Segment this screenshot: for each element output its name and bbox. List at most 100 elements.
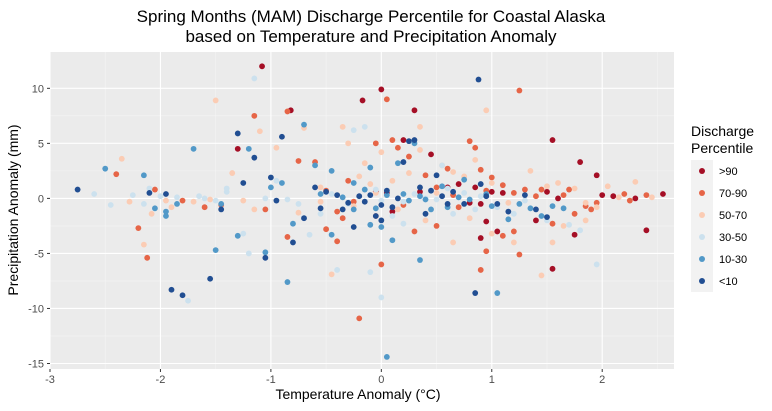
data-point [389,137,396,143]
data-point [240,230,247,237]
data-point [91,191,98,197]
data-point [483,218,490,225]
data-point [359,97,366,104]
data-point [588,206,595,213]
data-point [251,154,258,161]
data-point [334,192,341,198]
data-point [549,239,556,246]
data-point [566,221,572,228]
data-point [295,209,302,216]
data-point [107,202,114,208]
data-point [163,213,169,219]
data-point [439,162,445,169]
data-point [383,192,390,198]
data-point [234,232,241,239]
data-point [649,194,655,201]
data-point [411,107,418,114]
data-point [499,232,506,239]
legend-label: 30-50 [719,232,747,244]
data-point [190,145,197,152]
data-point [533,217,539,224]
data-point [378,86,385,93]
data-point [411,228,418,235]
data-point [555,195,561,202]
data-point [267,174,274,181]
data-point [317,184,324,191]
data-point [626,197,633,204]
data-point [148,210,155,217]
data-point [549,203,556,209]
data-point [273,197,280,204]
data-point [527,167,534,174]
chart-title-line-1: Spring Months (MAM) Discharge Percentile… [137,7,606,26]
data-point [422,172,429,179]
data-point [378,261,385,268]
data-point [538,272,545,279]
data-point [152,205,158,212]
data-point [350,127,357,134]
data-point [516,200,523,207]
legend-key-dot [699,190,705,196]
data-point [262,249,269,256]
data-point [273,177,280,184]
data-point [350,198,357,205]
data-point [522,186,528,193]
data-point [400,137,407,143]
data-point [466,215,473,222]
data-point [477,200,484,207]
data-point [378,294,385,301]
data-point [245,250,252,257]
data-point [207,275,214,282]
data-point [455,194,462,201]
data-point [290,220,296,227]
data-point [152,186,158,193]
data-point [361,198,368,205]
data-point [433,172,440,179]
data-point [229,170,236,176]
data-point [477,166,484,173]
x-axis-ticks: -3 -2 -1 0 1 2 [45,369,605,386]
data-point [389,213,396,219]
data-point [350,206,357,213]
data-point [146,185,153,192]
x-axis-title: Temperature Anomaly (°C) [275,386,440,402]
data-point [267,184,274,191]
data-point [279,180,285,186]
data-point [317,205,324,212]
data-point [361,160,368,167]
data-point [317,191,324,197]
x-tick-label: -1 [266,374,276,386]
data-point [560,223,567,229]
data-point [593,204,600,211]
data-point [433,196,440,203]
legend-title-line-2: Percentile [691,140,753,156]
data-point [406,138,412,145]
data-point [455,181,462,187]
data-point [455,204,462,211]
data-point [140,172,147,179]
data-point [168,204,175,211]
data-point [549,220,556,227]
data-point [477,193,484,200]
data-point [372,140,379,147]
data-point [240,197,247,204]
data-point [345,199,352,206]
data-point [350,224,357,230]
data-point [163,197,169,204]
data-point [444,200,451,207]
data-point [113,171,120,178]
legend-label: >90 [719,166,738,178]
data-point [367,164,374,171]
data-points [74,63,666,360]
data-point [378,149,385,156]
legend-label: 70-90 [719,188,747,200]
legend-keys: >90 70-90 50-70 30-50 10-30 <10 [691,160,747,292]
data-point [135,225,142,232]
y-tick-label: -5 [34,248,44,260]
data-point [378,202,385,208]
data-point [400,159,407,165]
data-point [372,186,379,193]
data-point [262,195,269,202]
data-point [334,238,341,245]
